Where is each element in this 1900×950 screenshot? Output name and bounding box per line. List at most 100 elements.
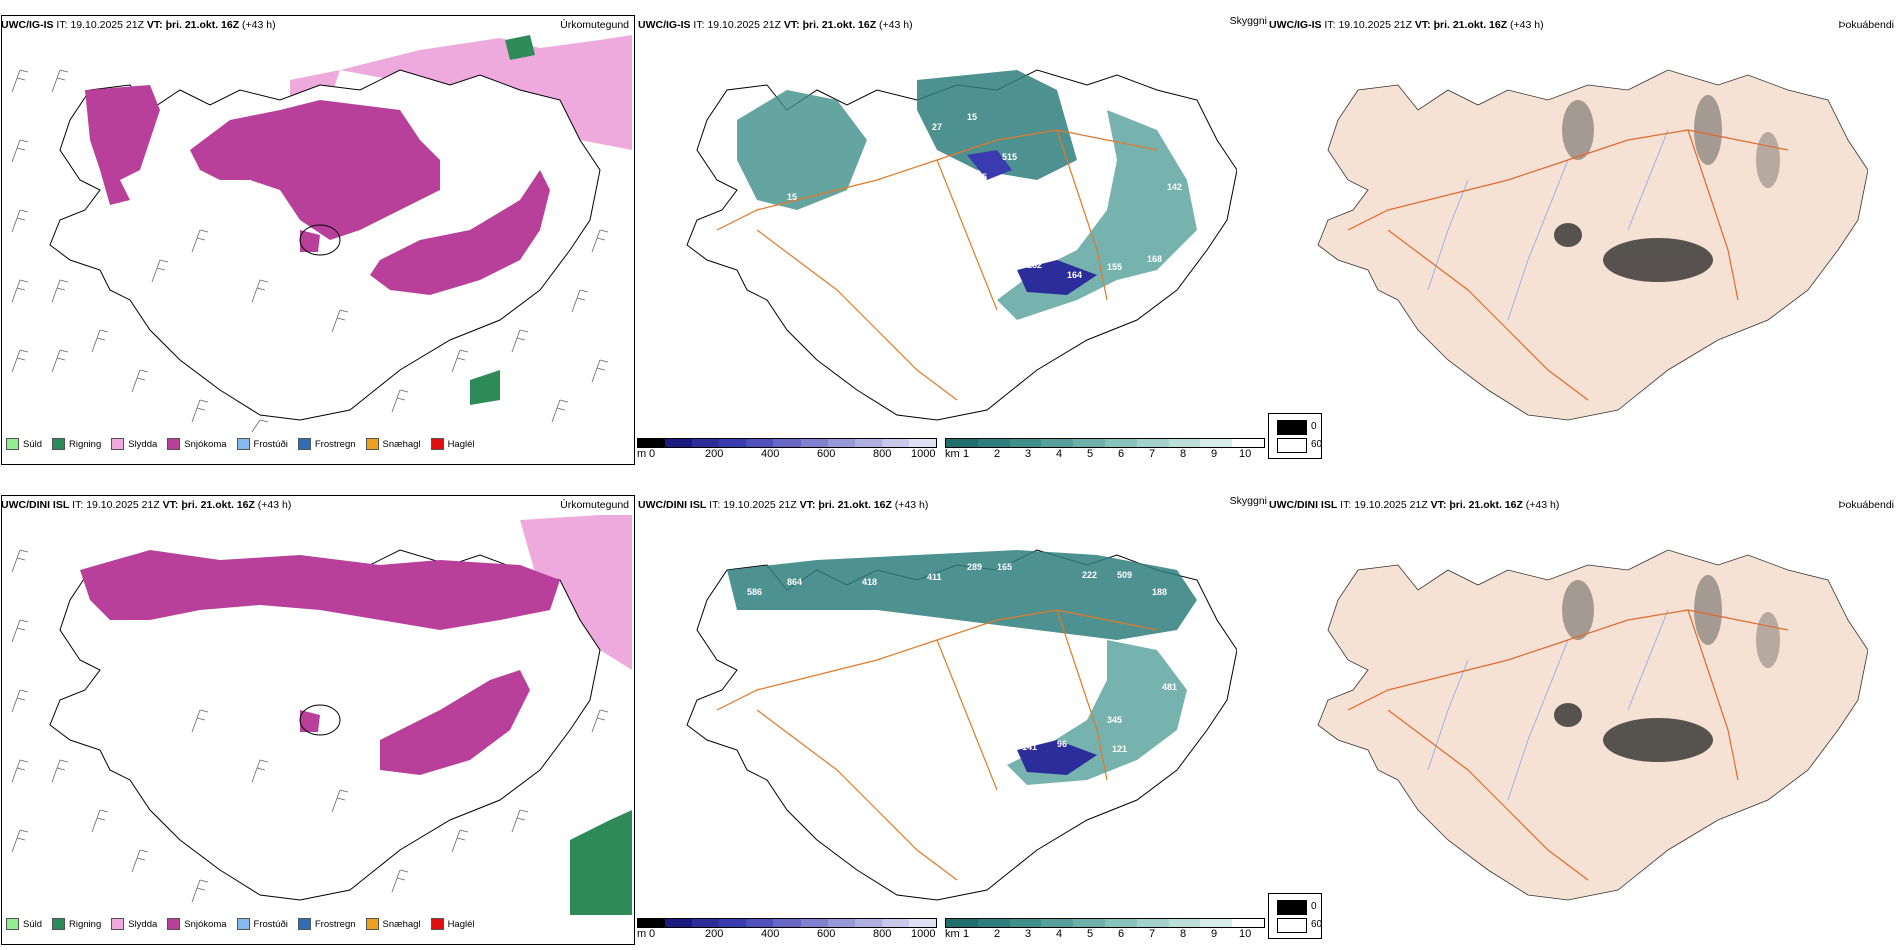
vt-label: VT:: [146, 19, 163, 31]
panel-header: UWC/IG-IS IT: 19.10.2025 21Z VT: þri. 21…: [1, 19, 276, 31]
tick: 10: [1239, 928, 1252, 940]
colorbar-segment: [1009, 439, 1042, 447]
fog-map: [1317, 549, 1868, 901]
colorbar-segment: [746, 919, 774, 927]
rain-area: [570, 810, 632, 915]
vis-label: 509: [1117, 570, 1132, 580]
height-colorbar: m 0 200 400 600 800 1000: [637, 918, 937, 948]
tick: 1000: [911, 448, 936, 460]
tick: 8: [1180, 448, 1187, 460]
it-label: IT:: [56, 19, 68, 31]
tick: 0: [649, 448, 656, 460]
colorbar-segment: [773, 919, 801, 927]
variable-title: Skyggni: [1229, 15, 1267, 27]
rivers: [1427, 129, 1669, 321]
legend-label: Snæhagl: [382, 918, 421, 930]
height-colorbar-strip: [637, 438, 937, 448]
vt-label: VT:: [162, 499, 179, 511]
low-cloud-base-area: [1017, 740, 1097, 775]
fog-legend-swatch: [1277, 900, 1307, 915]
visibility-values: 15 27 15 515 15 101 115 182 164 155 168 …: [787, 112, 1182, 280]
fog-panel: UWC/IG-IS IT: 19.10.2025 21Z VT: þri. 21…: [1268, 0, 1900, 470]
precip-type-panel: UWC/DINI ISL IT: 19.10.2025 21Z VT: þri.…: [0, 480, 635, 950]
legend-item-hail: Haglél: [430, 438, 475, 450]
fog-legend-label: 0: [1311, 901, 1317, 912]
colorbar-segment: [692, 919, 720, 927]
vis-label: 15: [787, 192, 797, 202]
tick: 10: [1239, 448, 1252, 460]
colorbar-segment: [946, 919, 978, 927]
legend-item-sleet: Slydda: [111, 918, 157, 930]
colorbar-segment: [1232, 439, 1264, 447]
low-cloud-base-area: [1017, 260, 1097, 295]
visibility-colorbar: km 1 2 3 4 5 6 7 8 9 10: [945, 918, 1265, 948]
model-name: UWC/IG-IS: [1, 19, 54, 31]
legend-label: Snæhagl: [382, 438, 421, 450]
vt-value: þri. 21.okt. 16Z: [802, 19, 877, 31]
roads: [1347, 129, 1789, 401]
panel-header: UWC/DINI ISL IT: 19.10.2025 21Z VT: þri.…: [638, 499, 928, 511]
lead-time: (+43 h): [1510, 19, 1544, 31]
variable-title: Skyggni: [1229, 495, 1267, 507]
snow-area: [190, 100, 440, 240]
lead-time: (+43 h): [257, 499, 292, 511]
legend-item-rain: Rigning: [52, 438, 101, 450]
legend-swatch: [297, 918, 311, 930]
legend-label: Frostregn: [314, 918, 356, 930]
snow-area: [300, 710, 320, 732]
vis-label: 15: [977, 172, 987, 182]
legend-label: Frostúði: [253, 918, 288, 930]
colorbar-segment: [881, 439, 909, 447]
legend-swatch: [6, 438, 19, 450]
legend-label: Haglél: [447, 438, 475, 450]
vis-label: 586: [747, 587, 762, 597]
legend-item-drizzle: Súld: [6, 918, 42, 930]
vis-label: 164: [1067, 270, 1082, 280]
height-unit: m: [637, 448, 647, 460]
vis-label: 57: [1047, 632, 1057, 642]
roads: [1347, 609, 1789, 881]
vis-label: 168: [1147, 254, 1162, 264]
tick: 600: [817, 928, 836, 940]
snow-area: [80, 550, 560, 630]
glacier-outline: [299, 224, 341, 256]
visibility-colorbar-strip: [945, 918, 1265, 928]
vt-label: VT:: [1430, 499, 1447, 511]
vt-label: VT:: [783, 19, 800, 31]
legend-item-sleet: Slydda: [111, 438, 157, 450]
colorbar-segment: [1136, 919, 1169, 927]
fog-areas: [1554, 95, 1780, 282]
tick: 0: [649, 928, 656, 940]
variable-title: Þokuábendi: [1838, 19, 1894, 31]
fog-legend-swatch: [1277, 918, 1307, 933]
legend-swatch: [365, 438, 379, 450]
visibility-values: 586 864 418 411 289 165 222 509 188 57 2…: [747, 562, 1197, 754]
tick: 6: [1118, 928, 1125, 940]
fog-legend: 0 60: [1268, 413, 1322, 459]
vis-label: 288: [947, 722, 962, 732]
it-value: 19.10.2025 21Z: [1338, 19, 1412, 31]
row-ig-is: UWC/IG-IS IT: 19.10.2025 21Z VT: þri. 21…: [0, 0, 1900, 470]
fog-map: [1317, 69, 1868, 421]
height-unit: m: [637, 928, 647, 940]
vt-value: þri. 21.okt. 16Z: [818, 499, 892, 511]
tick: 1: [963, 928, 970, 940]
fog-legend-swatch: [1277, 420, 1307, 435]
variable-title: Úrkomutegund: [560, 499, 629, 511]
legend-label: Slydda: [128, 918, 158, 930]
roads: [716, 609, 1158, 881]
vis-label: 345: [1107, 715, 1122, 725]
legend-swatch: [297, 438, 311, 450]
colorbar-segment: [854, 919, 882, 927]
vis-label: 188: [1152, 587, 1167, 597]
it-label: IT:: [1340, 499, 1352, 511]
colorbar-segment: [638, 439, 666, 447]
colorbar-segment: [1168, 919, 1201, 927]
precip-legend: Súld Rigning Slydda Snjókoma Frostúði Fr…: [6, 918, 475, 930]
colorbar-segment: [908, 439, 937, 447]
colorbar-segment: [665, 919, 693, 927]
legend-swatch: [430, 918, 444, 930]
tick: 400: [761, 448, 780, 460]
colorbar-segment: [1200, 439, 1233, 447]
snow-area: [300, 230, 320, 252]
